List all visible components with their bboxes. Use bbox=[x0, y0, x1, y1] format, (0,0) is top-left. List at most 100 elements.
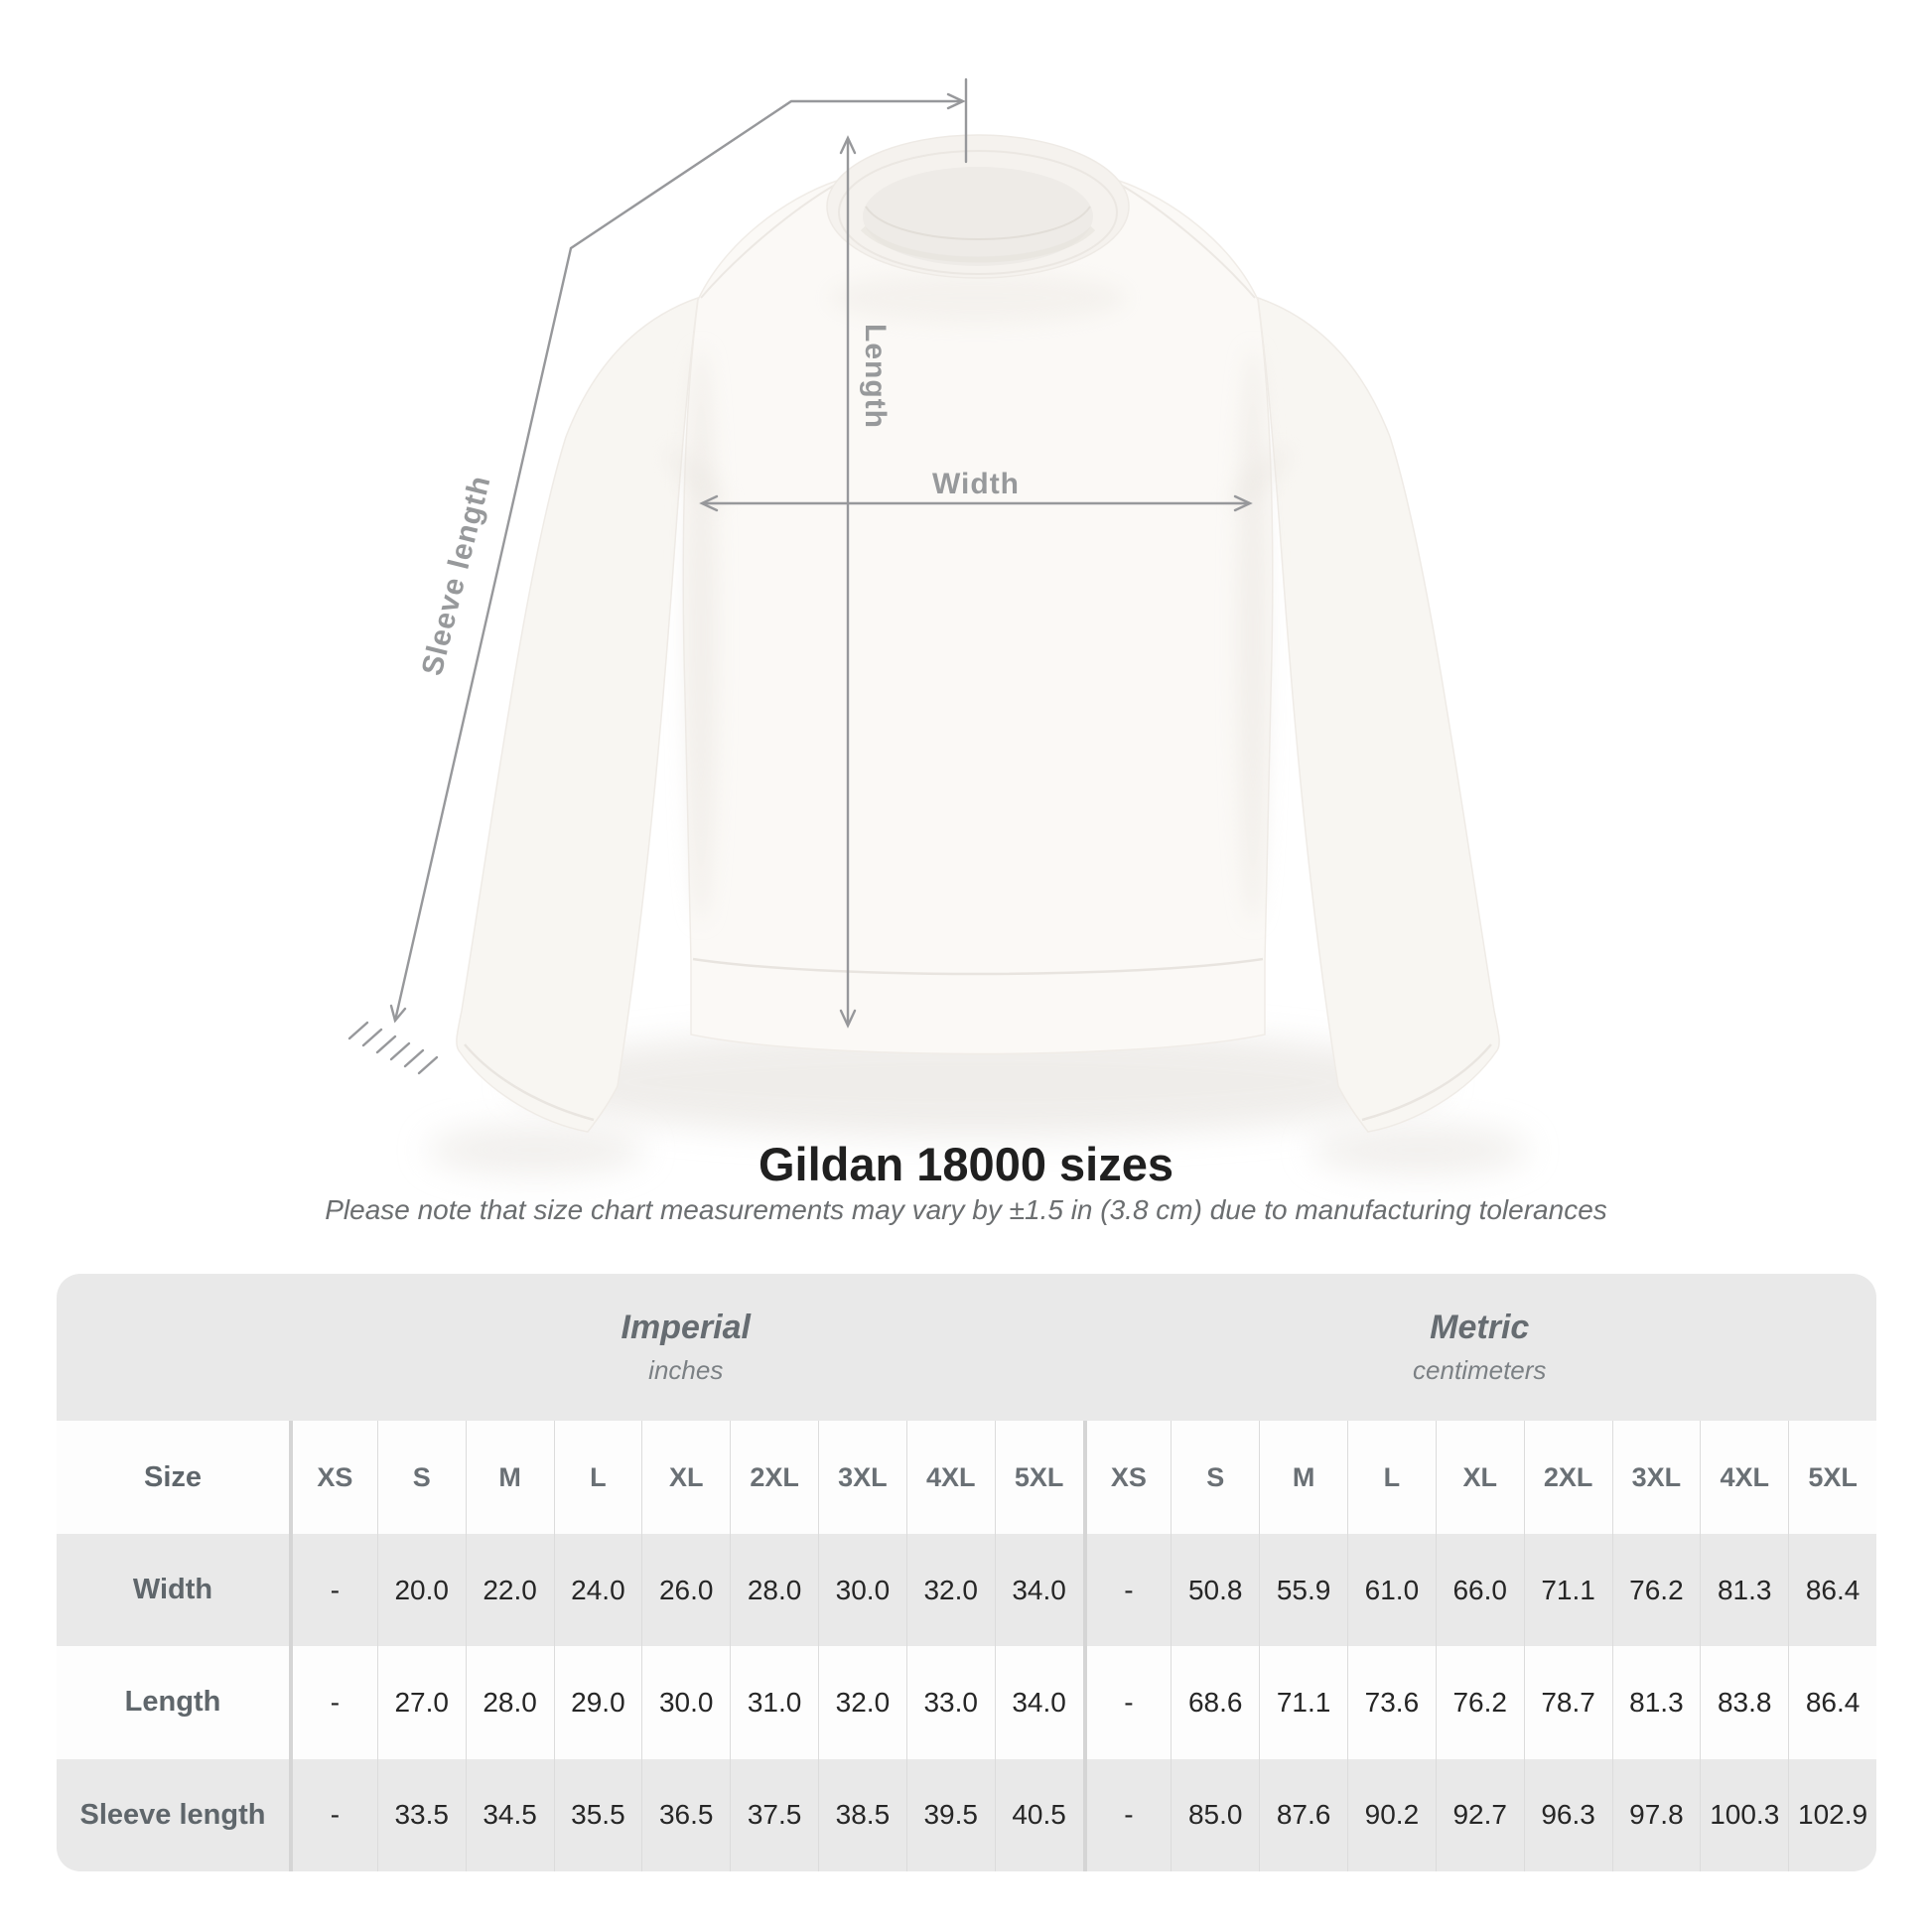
size-header-imperial-m: M bbox=[465, 1421, 554, 1534]
value-imperial-width-3xl: 30.0 bbox=[818, 1534, 906, 1647]
value-metric-length-5xl: 86.4 bbox=[1788, 1646, 1876, 1759]
value-metric-sleeve-length-xl: 92.7 bbox=[1435, 1758, 1524, 1871]
value-metric-length-3xl: 81.3 bbox=[1611, 1646, 1701, 1759]
metric-label: Metric bbox=[1430, 1309, 1530, 1346]
sweatshirt-collar bbox=[826, 134, 1130, 279]
sweatshirt-illustration: Length Width Sleeve length bbox=[347, 77, 1529, 1175]
sleeve-end-hatch bbox=[347, 1021, 439, 1075]
value-metric-sleeve-length-xs: - bbox=[1082, 1758, 1172, 1871]
value-imperial-sleeve-length-3xl: 38.5 bbox=[818, 1758, 906, 1871]
value-metric-width-m: 55.9 bbox=[1259, 1534, 1347, 1647]
value-metric-width-xl: 66.0 bbox=[1435, 1534, 1524, 1647]
value-metric-width-3xl: 76.2 bbox=[1611, 1534, 1701, 1647]
value-imperial-width-l: 24.0 bbox=[553, 1534, 642, 1647]
size-table: Imperial inches Metric centimeters Size … bbox=[57, 1274, 1876, 1871]
size-header-metric-m: M bbox=[1259, 1421, 1347, 1534]
size-header-imperial-4xl: 4XL bbox=[905, 1421, 995, 1534]
size-header-imperial-2xl: 2XL bbox=[730, 1421, 818, 1534]
value-imperial-width-xl: 26.0 bbox=[641, 1534, 731, 1647]
value-imperial-sleeve-length-xl: 36.5 bbox=[641, 1758, 731, 1871]
sleeve-measure-label: Sleeve length bbox=[416, 472, 497, 678]
value-imperial-sleeve-length-2xl: 37.5 bbox=[730, 1758, 818, 1871]
size-header-metric-3xl: 3XL bbox=[1611, 1421, 1701, 1534]
value-metric-width-5xl: 86.4 bbox=[1788, 1534, 1876, 1647]
value-imperial-sleeve-length-s: 33.5 bbox=[376, 1758, 466, 1871]
row-label-width: Width bbox=[57, 1534, 289, 1647]
length-measure-label: Length bbox=[859, 324, 892, 429]
value-imperial-length-s: 27.0 bbox=[376, 1646, 466, 1759]
size-header-imperial-5xl: 5XL bbox=[994, 1421, 1083, 1534]
size-header-imperial-s: S bbox=[376, 1421, 466, 1534]
value-metric-length-l: 73.6 bbox=[1347, 1646, 1436, 1759]
imperial-unit: inches bbox=[648, 1355, 724, 1385]
size-header-metric-s: S bbox=[1171, 1421, 1260, 1534]
value-imperial-length-xs: - bbox=[289, 1646, 377, 1759]
value-metric-length-s: 68.6 bbox=[1171, 1646, 1260, 1759]
value-metric-length-4xl: 83.8 bbox=[1700, 1646, 1789, 1759]
size-column-header: Size bbox=[57, 1421, 289, 1534]
value-imperial-sleeve-length-l: 35.5 bbox=[553, 1758, 642, 1871]
size-header-imperial-l: L bbox=[553, 1421, 642, 1534]
size-header-metric-4xl: 4XL bbox=[1700, 1421, 1789, 1534]
metric-group-header: Metric centimeters bbox=[1082, 1274, 1876, 1421]
value-imperial-length-5xl: 34.0 bbox=[994, 1646, 1083, 1759]
value-imperial-sleeve-length-5xl: 40.5 bbox=[994, 1758, 1083, 1871]
sleeve-length-arrow bbox=[347, 77, 968, 1075]
size-header-metric-xs: XS bbox=[1082, 1421, 1172, 1534]
value-metric-width-s: 50.8 bbox=[1171, 1534, 1260, 1647]
metric-unit: centimeters bbox=[1413, 1355, 1547, 1385]
width-arrow bbox=[699, 494, 1253, 512]
value-metric-width-2xl: 71.1 bbox=[1523, 1534, 1612, 1647]
value-imperial-length-4xl: 33.0 bbox=[905, 1646, 995, 1759]
value-imperial-width-m: 22.0 bbox=[465, 1534, 554, 1647]
length-arrow bbox=[839, 135, 857, 1029]
value-metric-sleeve-length-5xl: 102.9 bbox=[1788, 1758, 1876, 1871]
value-imperial-sleeve-length-m: 34.5 bbox=[465, 1758, 554, 1871]
size-header-imperial-xl: XL bbox=[641, 1421, 731, 1534]
value-metric-length-xs: - bbox=[1082, 1646, 1172, 1759]
value-imperial-length-l: 29.0 bbox=[553, 1646, 642, 1759]
value-metric-width-l: 61.0 bbox=[1347, 1534, 1436, 1647]
value-metric-length-2xl: 78.7 bbox=[1523, 1646, 1612, 1759]
value-imperial-length-3xl: 32.0 bbox=[818, 1646, 906, 1759]
value-imperial-width-2xl: 28.0 bbox=[730, 1534, 818, 1647]
imperial-group-header: Imperial inches bbox=[289, 1274, 1083, 1421]
size-header-metric-xl: XL bbox=[1435, 1421, 1524, 1534]
size-header-metric-2xl: 2XL bbox=[1523, 1421, 1612, 1534]
size-header-imperial-xs: XS bbox=[289, 1421, 377, 1534]
band-corner bbox=[57, 1274, 289, 1421]
sweatshirt-body bbox=[665, 167, 1291, 1055]
value-imperial-sleeve-length-4xl: 39.5 bbox=[905, 1758, 995, 1871]
row-label-length: Length bbox=[57, 1646, 289, 1759]
value-imperial-width-5xl: 34.0 bbox=[994, 1534, 1083, 1647]
imperial-label: Imperial bbox=[621, 1309, 751, 1346]
size-header-metric-l: L bbox=[1347, 1421, 1436, 1534]
value-imperial-length-2xl: 31.0 bbox=[730, 1646, 818, 1759]
row-label-sleeve-length: Sleeve length bbox=[57, 1758, 289, 1871]
value-metric-sleeve-length-l: 90.2 bbox=[1347, 1758, 1436, 1871]
value-imperial-length-xl: 30.0 bbox=[641, 1646, 731, 1759]
value-metric-width-4xl: 81.3 bbox=[1700, 1534, 1789, 1647]
value-imperial-length-m: 28.0 bbox=[465, 1646, 554, 1759]
value-imperial-width-4xl: 32.0 bbox=[905, 1534, 995, 1647]
size-header-imperial-3xl: 3XL bbox=[818, 1421, 906, 1534]
width-measure-label: Width bbox=[932, 468, 1020, 500]
value-metric-sleeve-length-4xl: 100.3 bbox=[1700, 1758, 1789, 1871]
value-metric-sleeve-length-s: 85.0 bbox=[1171, 1758, 1260, 1871]
page-title: Gildan 18000 sizes bbox=[758, 1138, 1174, 1190]
value-metric-length-xl: 76.2 bbox=[1435, 1646, 1524, 1759]
value-metric-sleeve-length-m: 87.6 bbox=[1259, 1758, 1347, 1871]
value-metric-sleeve-length-3xl: 97.8 bbox=[1611, 1758, 1701, 1871]
value-imperial-width-s: 20.0 bbox=[376, 1534, 466, 1647]
sweatshirt-sleeves bbox=[456, 296, 1500, 1133]
value-imperial-sleeve-length-xs: - bbox=[289, 1758, 377, 1871]
garment-shadow bbox=[427, 1028, 1529, 1175]
tolerance-note: Please note that size chart measurements… bbox=[325, 1194, 1607, 1225]
size-header-metric-5xl: 5XL bbox=[1788, 1421, 1876, 1534]
value-imperial-width-xs: - bbox=[289, 1534, 377, 1647]
measurement-annotations: Length Width Sleeve length bbox=[347, 77, 1253, 1075]
value-metric-sleeve-length-2xl: 96.3 bbox=[1523, 1758, 1612, 1871]
value-metric-length-m: 71.1 bbox=[1259, 1646, 1347, 1759]
value-metric-width-xs: - bbox=[1082, 1534, 1172, 1647]
